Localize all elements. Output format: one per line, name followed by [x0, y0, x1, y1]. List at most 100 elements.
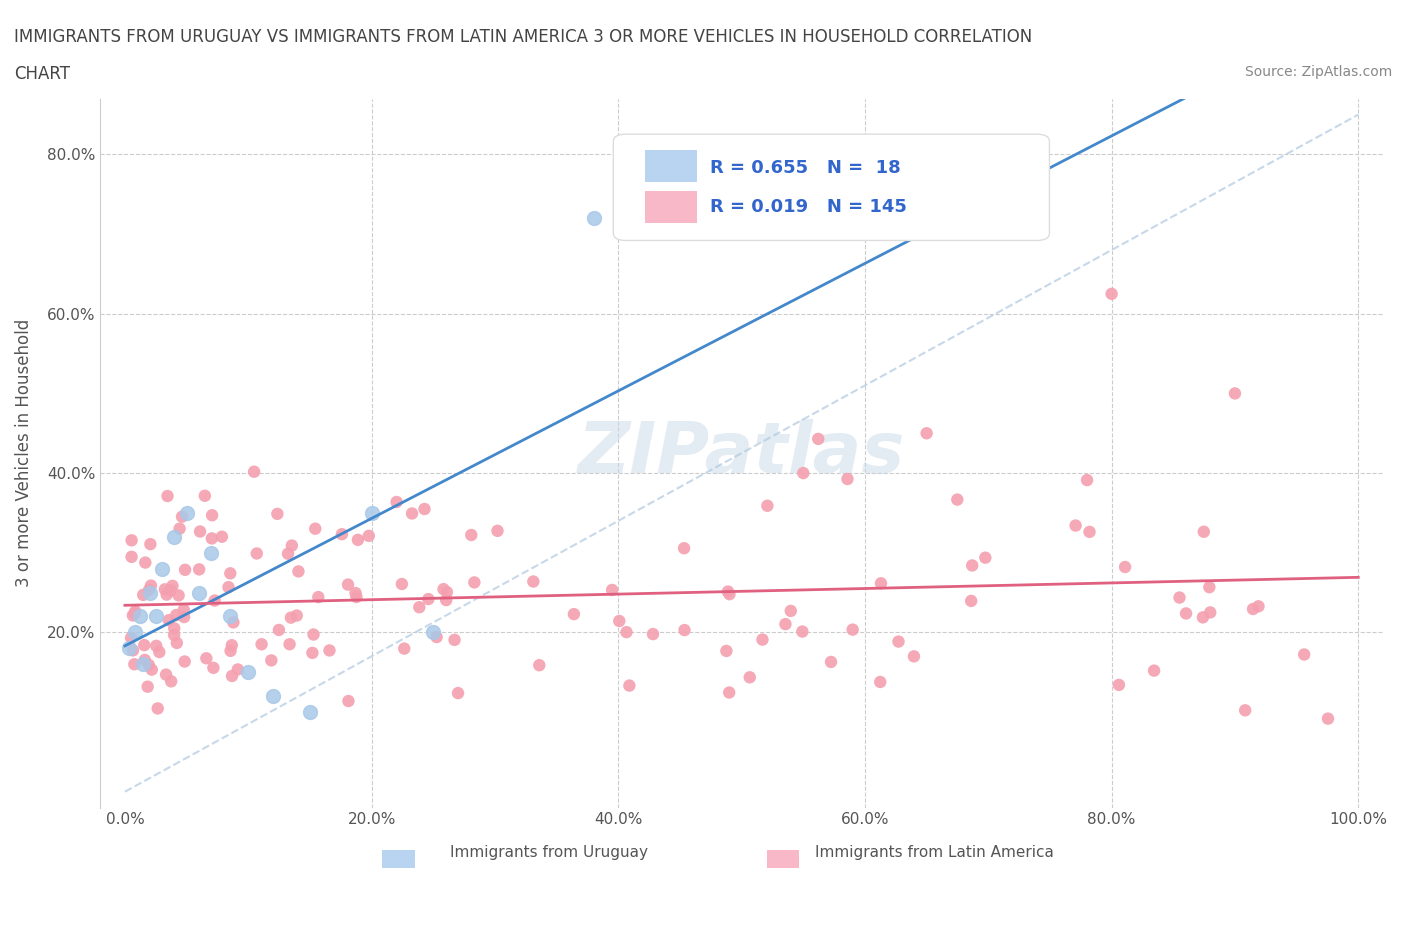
Point — [122, 643, 145, 658]
Point — [173, 654, 195, 669]
Point — [146, 701, 169, 716]
Point — [434, 592, 457, 607]
Point — [139, 578, 162, 593]
Point — [194, 488, 217, 503]
Point — [124, 606, 146, 621]
Point — [529, 658, 551, 672]
Point — [960, 593, 983, 608]
Point — [600, 582, 623, 597]
Point — [155, 667, 177, 682]
Point — [136, 679, 159, 694]
Point — [460, 527, 482, 542]
Point — [1064, 518, 1087, 533]
Point — [718, 587, 741, 602]
FancyBboxPatch shape — [768, 850, 800, 868]
Point — [195, 651, 218, 666]
Point — [1199, 605, 1222, 620]
Point — [1192, 610, 1215, 625]
Point — [170, 510, 193, 525]
Text: ZIPatlas: ZIPatlas — [578, 418, 905, 487]
Point — [1108, 677, 1130, 692]
Point — [486, 524, 509, 538]
Point — [285, 608, 308, 623]
Point — [360, 506, 382, 521]
Point — [124, 625, 146, 640]
Point — [219, 565, 242, 580]
Point — [915, 426, 938, 441]
Point — [157, 613, 180, 628]
Point — [1241, 602, 1264, 617]
Point — [162, 578, 184, 593]
Point — [139, 537, 162, 551]
Point — [869, 674, 891, 689]
Point — [820, 655, 842, 670]
Point — [124, 604, 146, 619]
Point — [163, 628, 186, 643]
Point — [1175, 606, 1198, 621]
Point — [641, 627, 664, 642]
Point — [1114, 560, 1136, 575]
Point — [385, 495, 408, 510]
Point — [138, 658, 160, 672]
Point — [463, 575, 485, 590]
Point — [841, 622, 863, 637]
Point — [1078, 525, 1101, 539]
Point — [413, 501, 436, 516]
Point — [201, 508, 224, 523]
Point — [582, 211, 605, 226]
Point — [138, 585, 160, 600]
Point — [211, 529, 233, 544]
Point — [246, 546, 269, 561]
Point — [779, 604, 801, 618]
Point — [222, 615, 245, 630]
Point — [176, 506, 198, 521]
Point — [188, 525, 211, 539]
Point — [673, 623, 696, 638]
Point — [141, 662, 163, 677]
Point — [243, 464, 266, 479]
Point — [298, 705, 321, 720]
Point — [792, 624, 814, 639]
Point — [837, 472, 859, 486]
Point — [346, 590, 368, 604]
Point — [1198, 579, 1220, 594]
Text: Immigrants from Uruguay: Immigrants from Uruguay — [450, 845, 648, 860]
Point — [807, 432, 830, 446]
Point — [187, 585, 209, 600]
Point — [301, 645, 323, 660]
Point — [1076, 472, 1098, 487]
Point — [304, 521, 326, 536]
Point — [716, 644, 738, 658]
Point — [153, 582, 176, 597]
Point — [173, 609, 195, 624]
Point — [169, 521, 191, 536]
Point — [447, 685, 470, 700]
Point — [436, 585, 458, 600]
Point — [238, 665, 260, 680]
Point — [202, 660, 225, 675]
Point — [307, 590, 329, 604]
Point — [221, 638, 243, 653]
Text: R = 0.019   N = 145: R = 0.019 N = 145 — [710, 198, 907, 216]
Text: IMMIGRANTS FROM URUGUAY VS IMMIGRANTS FROM LATIN AMERICA 3 OR MORE VEHICLES IN H: IMMIGRANTS FROM URUGUAY VS IMMIGRANTS FR… — [14, 28, 1032, 46]
Point — [357, 528, 380, 543]
Point — [1234, 703, 1257, 718]
Point — [432, 581, 454, 596]
Point — [219, 644, 242, 658]
Point — [792, 466, 814, 481]
Point — [117, 641, 139, 656]
Point — [870, 576, 893, 591]
Point — [128, 609, 150, 624]
Point — [188, 562, 211, 577]
Point — [134, 555, 156, 570]
Point — [174, 563, 197, 578]
Text: Source: ZipAtlas.com: Source: ZipAtlas.com — [1244, 65, 1392, 79]
Point — [173, 603, 195, 618]
Point — [960, 558, 983, 573]
FancyBboxPatch shape — [645, 151, 697, 182]
Point — [887, 634, 910, 649]
Point — [278, 637, 301, 652]
Point — [391, 577, 413, 591]
FancyBboxPatch shape — [613, 134, 1049, 241]
Point — [167, 588, 190, 603]
